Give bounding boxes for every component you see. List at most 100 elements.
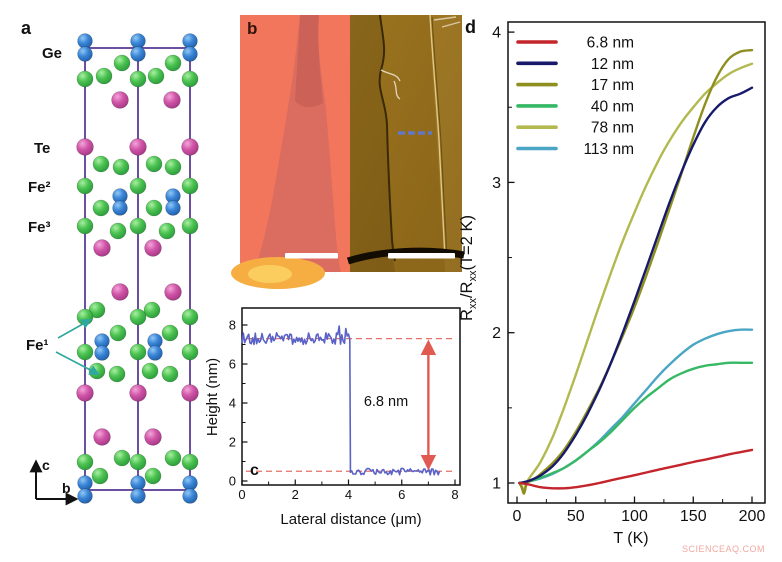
atom-fe: [129, 217, 147, 235]
atom-fe: [145, 199, 163, 217]
atom-fe: [181, 343, 199, 361]
atom-fe: [113, 54, 131, 72]
fe1-arrow: [57, 318, 92, 339]
atom-fe: [76, 343, 94, 361]
atom-ge: [77, 475, 93, 491]
panel-label-d: d: [465, 17, 476, 37]
atom-fe: [129, 308, 147, 326]
y-tick-label: 3: [492, 175, 501, 192]
legend-label: 113 nm: [583, 141, 634, 158]
atom-fe: [95, 67, 113, 85]
atom-ge: [130, 46, 146, 62]
y-tick-label: 2: [492, 325, 501, 342]
atom-fe: [108, 365, 126, 383]
y-tick-label: 8: [229, 318, 236, 333]
atom-te: [144, 428, 162, 446]
x-tick-label: 8: [451, 487, 458, 502]
axis-c-label: c: [42, 457, 50, 473]
atom-site-label: Ge: [42, 45, 62, 62]
atom-ge: [77, 488, 93, 504]
atom-fe: [88, 301, 106, 319]
panel-d-resistance-chart: 0 50 100 150 200 1 2 3 4 T (K) Rxx/Rxx(T=2 K) 6.8 n…: [458, 21, 766, 547]
atom-te: [76, 384, 94, 402]
fe1-arrow: [55, 351, 100, 375]
atom-te: [163, 91, 181, 109]
atom-fe: [112, 158, 130, 176]
atom-ge: [130, 475, 146, 491]
scale-bar: [388, 253, 455, 259]
curve-6.8nm: [518, 448, 754, 490]
crack-highlight: [380, 69, 401, 100]
atom-ge: [130, 488, 146, 504]
atom-te: [111, 283, 129, 301]
atom-fe: [181, 453, 199, 471]
atom-ge: [182, 488, 198, 504]
atom-fe: [164, 158, 182, 176]
atom-te: [129, 384, 147, 402]
x-axis-title: T (K): [613, 530, 648, 547]
atom-ge: [112, 200, 128, 216]
atom-fe: [129, 343, 147, 361]
legend-item-40nm: 40 nm: [516, 98, 634, 115]
atom-fe: [109, 324, 127, 342]
atom-ge: [147, 345, 163, 361]
x-tick-label: 100: [621, 508, 648, 525]
optical-microscope-image: [231, 15, 350, 289]
x-tick-label: 6: [398, 487, 405, 502]
scale-bar: [285, 253, 338, 259]
atom-fe: [76, 217, 94, 235]
legend-label: 40 nm: [591, 98, 634, 115]
legend-label: 78 nm: [591, 120, 634, 137]
x-tick-label: 4: [345, 487, 352, 502]
atom-ge: [94, 345, 110, 361]
legend-item-78nm: 78 nm: [516, 120, 634, 137]
atom-fe: [164, 54, 182, 72]
flake-thin-region: [295, 15, 323, 108]
atom-fe: [145, 155, 163, 173]
atom-site-label: Fe²: [28, 179, 51, 196]
panel-c-height-profile-chart: 0 2 4 6 8 0 2 4 6 8 Lateral distance (μm) Height (n…: [204, 307, 461, 528]
plot-frame: [241, 307, 461, 486]
legend-item-6.8nm: 6.8 nm: [516, 35, 634, 52]
panel-label-b: b: [247, 19, 258, 38]
curve-12nm: [518, 86, 754, 485]
flake-edge-line: [429, 14, 446, 259]
legend-label: 12 nm: [591, 56, 634, 73]
curve-40nm: [518, 361, 754, 485]
x-tick-label: 50: [567, 508, 585, 525]
atom-ge: [165, 200, 181, 216]
atom-fe: [158, 222, 176, 240]
atom-fe: [161, 324, 179, 342]
atom-site-label: Fe³: [28, 219, 51, 236]
atom-fe: [141, 362, 159, 380]
atom-fe: [91, 467, 109, 485]
atom-fe: [147, 67, 165, 85]
atom-te: [93, 428, 111, 446]
panel-label-a: a: [21, 18, 32, 38]
atom-fe: [181, 70, 199, 88]
curve-78nm: [518, 62, 754, 492]
height-profile-trace: [241, 325, 441, 476]
y-axis-title: Height (nm): [204, 358, 221, 436]
atom-fe: [161, 365, 179, 383]
atom-ge: [182, 46, 198, 62]
atom-fe: [129, 70, 147, 88]
panel-b-microscopy-images: [231, 14, 465, 289]
atom-fe: [181, 177, 199, 195]
y-axis-title: Rxx/Rxx(T=2 K): [458, 215, 479, 321]
atom-ge: [182, 33, 198, 49]
atom-fe: [76, 177, 94, 195]
atom-fe: [129, 453, 147, 471]
atom-te: [129, 138, 147, 156]
legend-item-12nm: 12 nm: [516, 56, 634, 73]
atom-ge: [182, 475, 198, 491]
atom-fe: [181, 308, 199, 326]
atom-te: [181, 138, 199, 156]
x-tick-label: 200: [739, 508, 766, 525]
legend-label: 6.8 nm: [587, 35, 634, 52]
atom-te: [164, 283, 182, 301]
atom-site-label: Fe¹: [26, 337, 49, 354]
y-tick-label: 2: [229, 435, 236, 450]
atom-fe: [143, 301, 161, 319]
atom-fe: [92, 155, 110, 173]
